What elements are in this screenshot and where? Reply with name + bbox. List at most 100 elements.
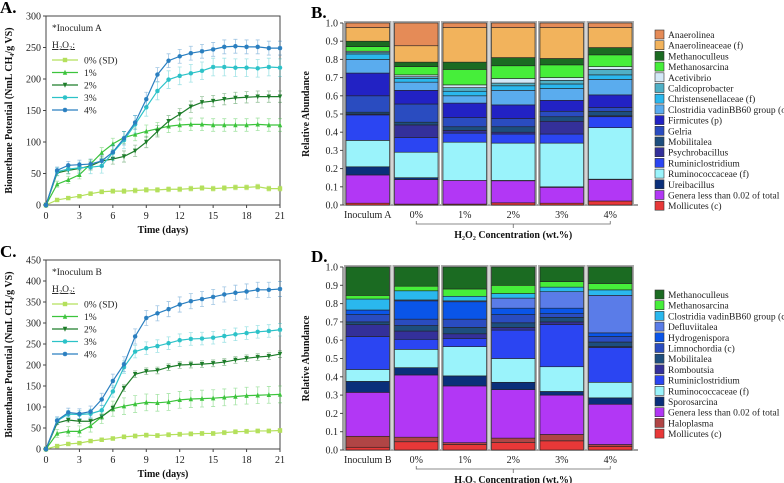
data-point [166, 123, 171, 129]
x-tick-label: 4% [604, 210, 617, 221]
data-point [210, 47, 216, 52]
data-point [77, 428, 82, 434]
x-tick-label: 15 [208, 211, 218, 222]
data-point [88, 161, 93, 167]
legend-label: 4% [84, 351, 97, 361]
data-point [222, 333, 227, 339]
bar-segment [588, 47, 633, 56]
y-tick-label: 150 [26, 106, 41, 117]
legend-swatch [654, 93, 665, 104]
y-tick-label: 0.3 [326, 146, 339, 157]
x-axis-label: Time (days) [138, 225, 189, 236]
data-point [54, 197, 60, 203]
data-point [255, 329, 260, 335]
bar-segment [539, 434, 584, 442]
bar-chart-b: B. 0.0 0.1 0.2 0.3 0.4 0.5 0.6 0.7 0.8 0.9 1.0 Relat… [301, 3, 784, 241]
bar-segment [442, 346, 487, 377]
data-point [99, 397, 104, 402]
data-point [222, 64, 227, 70]
legend-label: Methanosarcina [668, 63, 729, 73]
data-point [166, 340, 171, 346]
bar-segment [394, 349, 439, 368]
bar-segment [442, 61, 487, 70]
bar-segment [394, 318, 439, 326]
bar-segment [345, 22, 390, 28]
bar-segment [345, 309, 390, 315]
bar-segment [588, 200, 633, 206]
data-point [121, 403, 127, 409]
data-point [188, 336, 194, 342]
data-point [244, 95, 249, 100]
bar-segment [394, 179, 439, 205]
legend-label: Clostridia vadinBB60 group (o) [668, 105, 784, 116]
bar-segment [491, 442, 536, 451]
legend-label: 1% [84, 313, 97, 323]
data-point [277, 327, 283, 332]
bar-stack [441, 265, 489, 451]
y-tick-label: 250 [26, 340, 41, 351]
bar-segment [588, 79, 633, 96]
bar-segment [588, 403, 633, 445]
data-point [66, 177, 71, 182]
bar-segment [588, 127, 633, 180]
panel-label: A. [0, 0, 17, 17]
legend-item: Clostridia vadinBB60 group (c) [654, 311, 784, 322]
data-point [255, 184, 260, 189]
x-tick-label: 0 [44, 211, 49, 222]
data-point [132, 433, 138, 439]
legend-item: Psychrobacillus [654, 147, 728, 159]
bar-segment [345, 174, 390, 204]
data-point [233, 122, 238, 128]
x-tick-label: 9 [144, 211, 149, 222]
data-point [177, 73, 182, 79]
bar-segment [491, 381, 536, 390]
bar-segment [442, 132, 487, 143]
data-point [110, 389, 116, 394]
data-point [222, 122, 227, 128]
data-point [199, 431, 205, 436]
bar-segment [394, 325, 439, 332]
data-point [88, 438, 93, 444]
bar-segment [539, 281, 584, 288]
bar-segment [442, 180, 487, 205]
y-tick-label: 100 [26, 138, 41, 149]
legend-label: Gelria [668, 127, 693, 137]
bar-segment [442, 87, 487, 92]
data-point [132, 334, 138, 339]
bar-segment [491, 90, 536, 106]
bar-segment [442, 27, 487, 63]
bar-segment [442, 444, 487, 451]
y-tick-label: 0.6 [326, 91, 339, 102]
data-point [199, 49, 205, 54]
data-point [54, 168, 60, 173]
bar-segment [345, 140, 390, 168]
data-point [77, 172, 82, 177]
y-tick-label: 1.0 [326, 263, 339, 274]
legend-label: Methanosarcina [668, 302, 729, 312]
data-point [77, 165, 82, 171]
data-point [199, 395, 205, 401]
legend-label: Mobilitalea [668, 355, 713, 365]
data-point [222, 292, 227, 297]
data-point [210, 98, 216, 104]
bar-segment [394, 90, 439, 105]
data-point [166, 58, 171, 63]
data-point [110, 141, 116, 147]
data-point [155, 187, 160, 193]
data-point [199, 361, 205, 367]
legend-label: Clostridia vadinBB60 group (c) [668, 311, 784, 322]
data-point [77, 440, 82, 446]
data-point [188, 431, 194, 437]
bar-segment [539, 58, 584, 66]
data-point [210, 294, 216, 300]
data-point [110, 436, 116, 441]
y-tick-label: 0.5 [326, 110, 339, 121]
bar-segment [345, 27, 390, 42]
y-tick-label: 150 [26, 382, 41, 393]
legend-swatch [654, 385, 665, 396]
legend-marker [62, 339, 68, 344]
legend-label: Mollicutes (c) [668, 429, 722, 440]
data-point [88, 423, 93, 429]
legend-item: Clostridia vadinBB60 group (o) [654, 104, 784, 116]
legend-item: Mollicutes (c) [654, 428, 722, 440]
